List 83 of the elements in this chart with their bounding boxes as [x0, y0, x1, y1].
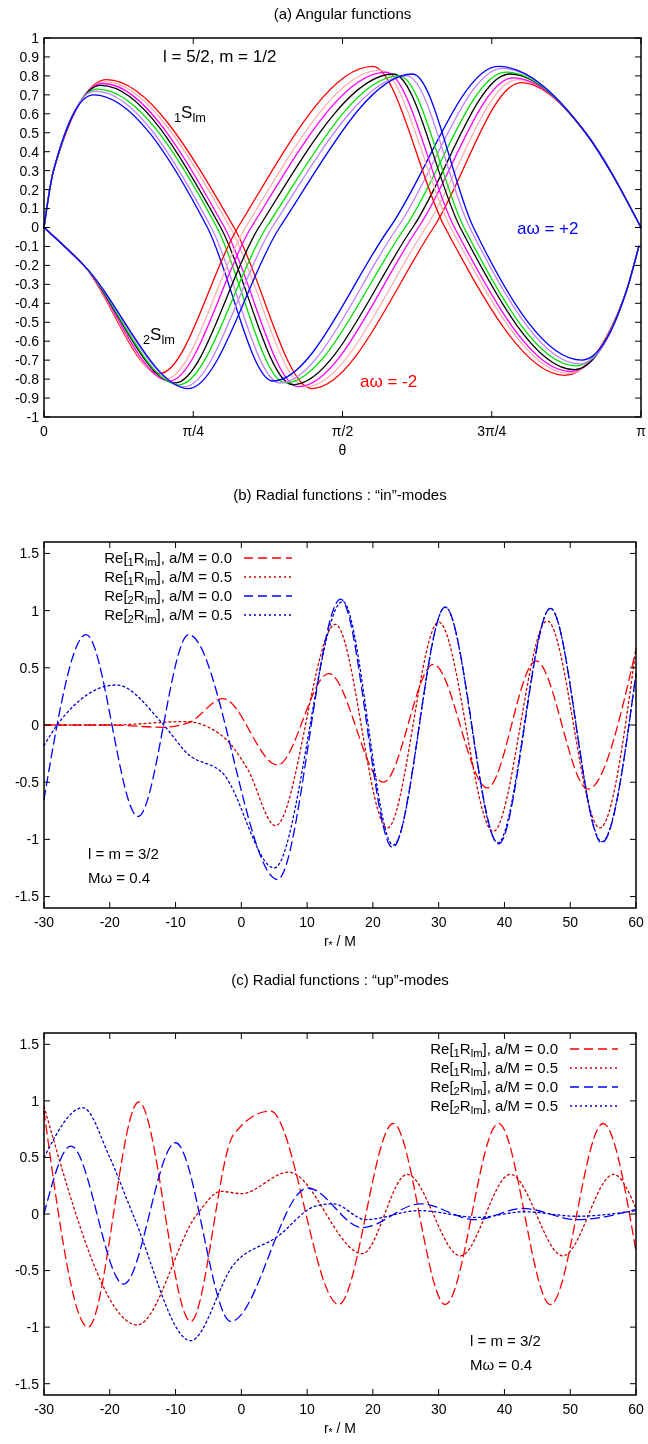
x-tick-label: 20 [365, 1401, 381, 1417]
annotation: l = 5/2, m = 1/2 [163, 46, 277, 66]
chart-title: (b) Radial functions : “in”-modes [233, 486, 447, 503]
y-tick-label: -1 [26, 831, 40, 848]
x-tick-label: 0 [237, 914, 246, 930]
y-tick-label: -0.9 [14, 389, 40, 406]
annotation: Mω = 0.4 [88, 869, 151, 887]
y-tick-label: 0 [31, 716, 40, 733]
y-tick-label: 0.9 [19, 48, 40, 65]
y-tick-label: -0.7 [14, 352, 40, 369]
x-axis-title: r$_{*}$ / M [323, 933, 357, 952]
legend-label: Re[$_{1}$R$_{lm}$], a/M = 0.0 [104, 549, 232, 569]
y-tick-label: -0.5 [14, 314, 40, 331]
x-tick-label: 10 [299, 1401, 316, 1417]
legend-label: Re[$_{1}$R$_{lm}$], a/M = 0.0 [430, 1040, 558, 1060]
y-tick-label: -0.8 [14, 371, 40, 387]
x-tick-label: π [636, 423, 647, 439]
legend-label: Re[$_{1}$R$_{lm}$], a/M = 0.5 [104, 568, 232, 588]
y-tick-label: -0.6 [14, 333, 40, 350]
x-tick-label: 40 [496, 1401, 513, 1417]
chart-title: (c) Radial functions : “up”-modes [231, 971, 449, 988]
x-tick-label: 50 [562, 914, 579, 930]
y-tick-label: -1.5 [14, 1375, 40, 1392]
line-series [43, 1142, 637, 1323]
y-tick-label: 1 [31, 1092, 40, 1109]
x-tick-label: 30 [430, 914, 447, 930]
annotation: $_{2}$S$_{lm}$ [143, 324, 175, 347]
y-tick-label: 0.1 [19, 200, 40, 217]
x-axis-title: r$_{*}$ / M [323, 1420, 357, 1439]
annotation: aω = -2 [360, 371, 418, 391]
y-tick-label: 0.2 [19, 181, 40, 198]
x-tick-label: -10 [165, 1401, 186, 1417]
y-tick-label: 0.7 [19, 86, 40, 103]
y-tick-label: 1 [31, 602, 40, 619]
y-tick-label: -1 [26, 1319, 40, 1336]
y-tick-label: -0.3 [14, 276, 40, 293]
y-tick-label: -0.1 [14, 238, 40, 255]
y-tick-label: 0 [31, 1205, 40, 1222]
x-tick-label: 40 [496, 914, 513, 930]
y-tick-label: 1.5 [19, 1036, 40, 1053]
y-tick-label: 0 [31, 219, 40, 236]
x-tick-label: 50 [562, 1401, 579, 1417]
y-tick-label: -1.5 [14, 888, 40, 905]
y-tick-label: 0.5 [19, 1149, 40, 1166]
x-tick-label: -30 [33, 1401, 55, 1417]
y-tick-label: -0.5 [14, 1262, 40, 1279]
annotation: l = m = 3/2 [88, 845, 159, 863]
annotation: l = m = 3/2 [470, 1332, 541, 1350]
y-tick-label: 0.3 [19, 162, 40, 179]
x-tick-label: π/4 [182, 423, 205, 439]
y-tick-label: 0.5 [19, 659, 40, 676]
x-tick-label: 60 [628, 914, 644, 930]
x-tick-label: 0 [237, 1401, 246, 1417]
x-axis-title: θ [338, 442, 347, 458]
annotation: $_{1}$S$_{lm}$ [174, 102, 206, 125]
y-tick-label: 0.5 [19, 124, 40, 141]
x-tick-label: -20 [99, 1401, 121, 1417]
legend-label: Re[$_{2}$R$_{lm}$], a/M = 0.5 [104, 606, 232, 626]
legend-label: Re[$_{2}$R$_{lm}$], a/M = 0.0 [430, 1078, 558, 1098]
x-tick-label: π/2 [331, 423, 354, 439]
y-tick-label: -0.4 [14, 295, 40, 312]
annotation: Mω = 0.4 [470, 1356, 533, 1374]
x-tick-label: -20 [99, 914, 121, 930]
y-tick-label: 1 [31, 29, 40, 46]
legend-label: Re[$_{2}$R$_{lm}$], a/M = 0.0 [104, 587, 232, 607]
legend-label: Re[$_{1}$R$_{lm}$], a/M = 0.5 [430, 1059, 558, 1079]
x-tick-label: 20 [365, 914, 381, 930]
annotation: aω = +2 [517, 218, 579, 238]
legend-label: Re[$_{2}$R$_{lm}$], a/M = 0.5 [430, 1097, 558, 1117]
y-tick-label: 0.6 [19, 105, 40, 122]
x-tick-label: 3π/4 [477, 423, 507, 439]
y-tick-label: -0.2 [14, 257, 40, 274]
x-tick-label: -10 [165, 914, 186, 930]
chart-title: (a) Angular functions [273, 5, 412, 22]
x-tick-label: -30 [33, 914, 55, 930]
y-tick-label: -1 [26, 408, 40, 425]
y-tick-label: -0.5 [14, 774, 40, 791]
y-tick-label: 0.8 [19, 67, 40, 84]
x-tick-label: 60 [628, 1401, 644, 1417]
x-tick-label: 10 [299, 914, 316, 930]
y-tick-label: 0.4 [19, 143, 40, 160]
x-tick-label: 30 [430, 1401, 447, 1417]
y-tick-label: 1.5 [19, 545, 40, 562]
